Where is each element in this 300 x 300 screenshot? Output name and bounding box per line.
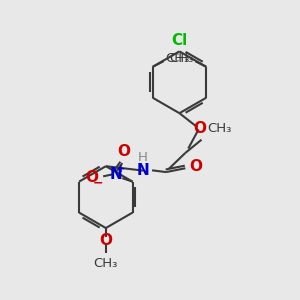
Text: O: O <box>190 159 203 174</box>
Text: +: + <box>117 164 125 174</box>
Text: Cl: Cl <box>171 32 188 47</box>
Text: O: O <box>117 144 130 159</box>
Text: −: − <box>92 176 103 189</box>
Text: O: O <box>194 121 207 136</box>
Text: H: H <box>138 151 148 164</box>
Text: CH₃: CH₃ <box>94 256 118 270</box>
Text: CH₃: CH₃ <box>169 52 193 65</box>
Text: O: O <box>99 233 112 248</box>
Text: N: N <box>110 167 123 182</box>
Text: N: N <box>137 163 150 178</box>
Text: CH₃: CH₃ <box>166 52 190 65</box>
Text: O: O <box>85 170 98 185</box>
Text: CH₃: CH₃ <box>207 122 232 135</box>
